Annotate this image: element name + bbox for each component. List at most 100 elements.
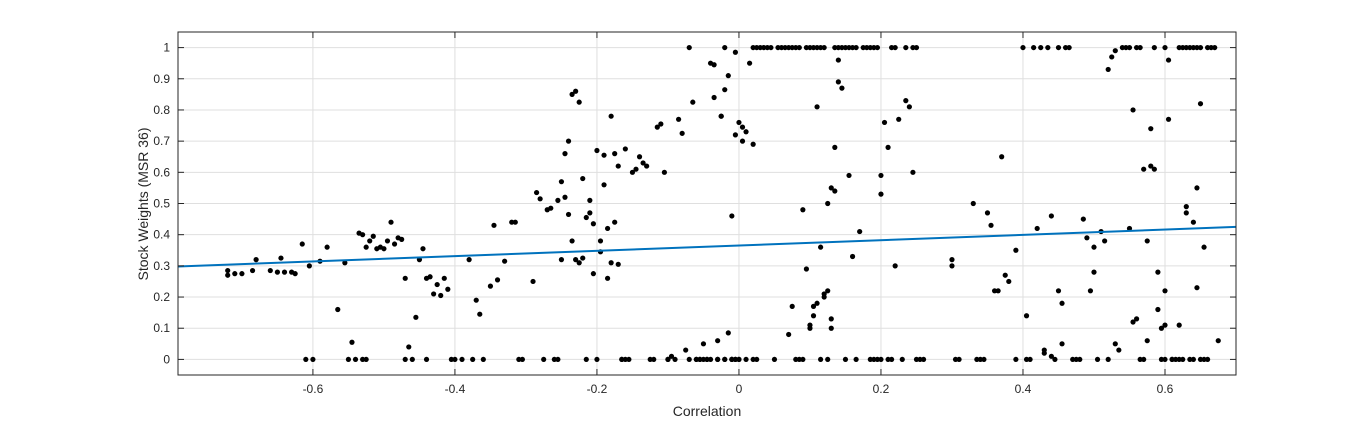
y-tick-label: 0.8	[153, 103, 170, 117]
data-point	[445, 286, 451, 292]
data-point	[995, 288, 1001, 294]
data-point	[299, 241, 305, 247]
data-point	[576, 260, 582, 266]
data-point	[626, 356, 632, 363]
data-point	[825, 288, 831, 294]
data-point	[225, 272, 231, 278]
data-point	[533, 189, 540, 196]
data-point	[665, 356, 671, 363]
data-point	[615, 163, 621, 169]
data-point	[306, 263, 312, 269]
data-point	[1002, 272, 1008, 278]
data-point	[409, 356, 415, 363]
data-point	[580, 255, 586, 261]
data-point	[434, 281, 440, 288]
data-point	[711, 94, 717, 101]
x-tick-label: 0.4	[1015, 382, 1032, 396]
data-point	[981, 356, 987, 363]
data-point	[1112, 341, 1118, 347]
data-point	[1091, 269, 1097, 275]
x-tick-label: -0.2	[587, 382, 608, 396]
data-point	[381, 246, 387, 252]
data-point	[569, 91, 575, 97]
data-point	[984, 210, 991, 216]
data-point	[683, 347, 689, 353]
data-point	[743, 356, 749, 363]
data-point	[739, 138, 746, 144]
data-point	[1215, 338, 1221, 344]
data-point	[636, 154, 643, 160]
data-point	[530, 278, 536, 285]
data-point	[1197, 44, 1204, 51]
data-point	[441, 275, 447, 281]
y-tick-label: 0.9	[153, 72, 170, 86]
data-point	[477, 311, 483, 317]
data-point	[565, 211, 572, 218]
data-point	[1162, 322, 1168, 328]
scatter-points	[225, 44, 1221, 363]
data-point	[849, 253, 856, 260]
data-point	[1116, 347, 1122, 353]
data-point	[438, 292, 444, 299]
data-point	[1148, 126, 1154, 132]
data-point	[786, 331, 792, 338]
data-point	[597, 238, 604, 244]
data-point	[853, 44, 859, 51]
data-point	[832, 144, 838, 150]
data-point	[491, 222, 497, 228]
data-point	[1180, 356, 1186, 363]
x-tick-label: 0.2	[873, 382, 890, 396]
data-point	[722, 44, 728, 51]
data-point	[1158, 325, 1165, 331]
data-point	[722, 87, 728, 93]
data-point	[658, 121, 664, 127]
data-point	[587, 210, 593, 216]
data-point	[604, 225, 611, 232]
data-point	[249, 267, 256, 274]
data-point	[754, 356, 760, 363]
data-point	[768, 44, 774, 51]
data-point	[1183, 204, 1189, 210]
data-point	[825, 356, 831, 363]
data-point	[1151, 166, 1157, 172]
data-point	[1194, 285, 1200, 291]
data-point	[1059, 300, 1065, 306]
data-point	[814, 300, 820, 306]
data-point	[885, 356, 891, 363]
data-point	[903, 44, 909, 51]
data-point	[729, 213, 735, 219]
data-point	[558, 179, 565, 185]
data-point	[360, 232, 366, 238]
data-point	[835, 57, 841, 63]
data-point	[821, 44, 827, 51]
data-point	[700, 341, 707, 347]
y-tick-label: 0.2	[153, 290, 170, 304]
data-point	[363, 356, 369, 363]
data-point	[1105, 356, 1111, 363]
data-point	[267, 267, 273, 274]
data-point	[743, 129, 749, 135]
data-point	[675, 116, 682, 122]
data-point	[722, 356, 728, 363]
data-point	[594, 356, 600, 363]
y-tick-label: 0.7	[153, 134, 170, 148]
data-point	[384, 238, 391, 244]
data-point	[1109, 54, 1115, 60]
data-point	[1077, 356, 1083, 363]
data-point	[874, 44, 881, 51]
y-tick-label: 0.6	[153, 165, 170, 179]
data-point	[846, 172, 852, 179]
data-point	[679, 130, 685, 136]
data-point	[1048, 213, 1054, 219]
data-point	[1133, 316, 1140, 322]
data-point	[1141, 166, 1147, 172]
data-point	[892, 263, 898, 269]
x-axis-label: Correlation	[673, 403, 741, 419]
data-point	[1031, 44, 1037, 51]
data-point	[427, 274, 433, 280]
data-point	[661, 169, 667, 175]
data-point	[818, 356, 824, 363]
data-point	[612, 219, 618, 225]
data-point	[881, 119, 888, 126]
data-point	[622, 146, 628, 152]
